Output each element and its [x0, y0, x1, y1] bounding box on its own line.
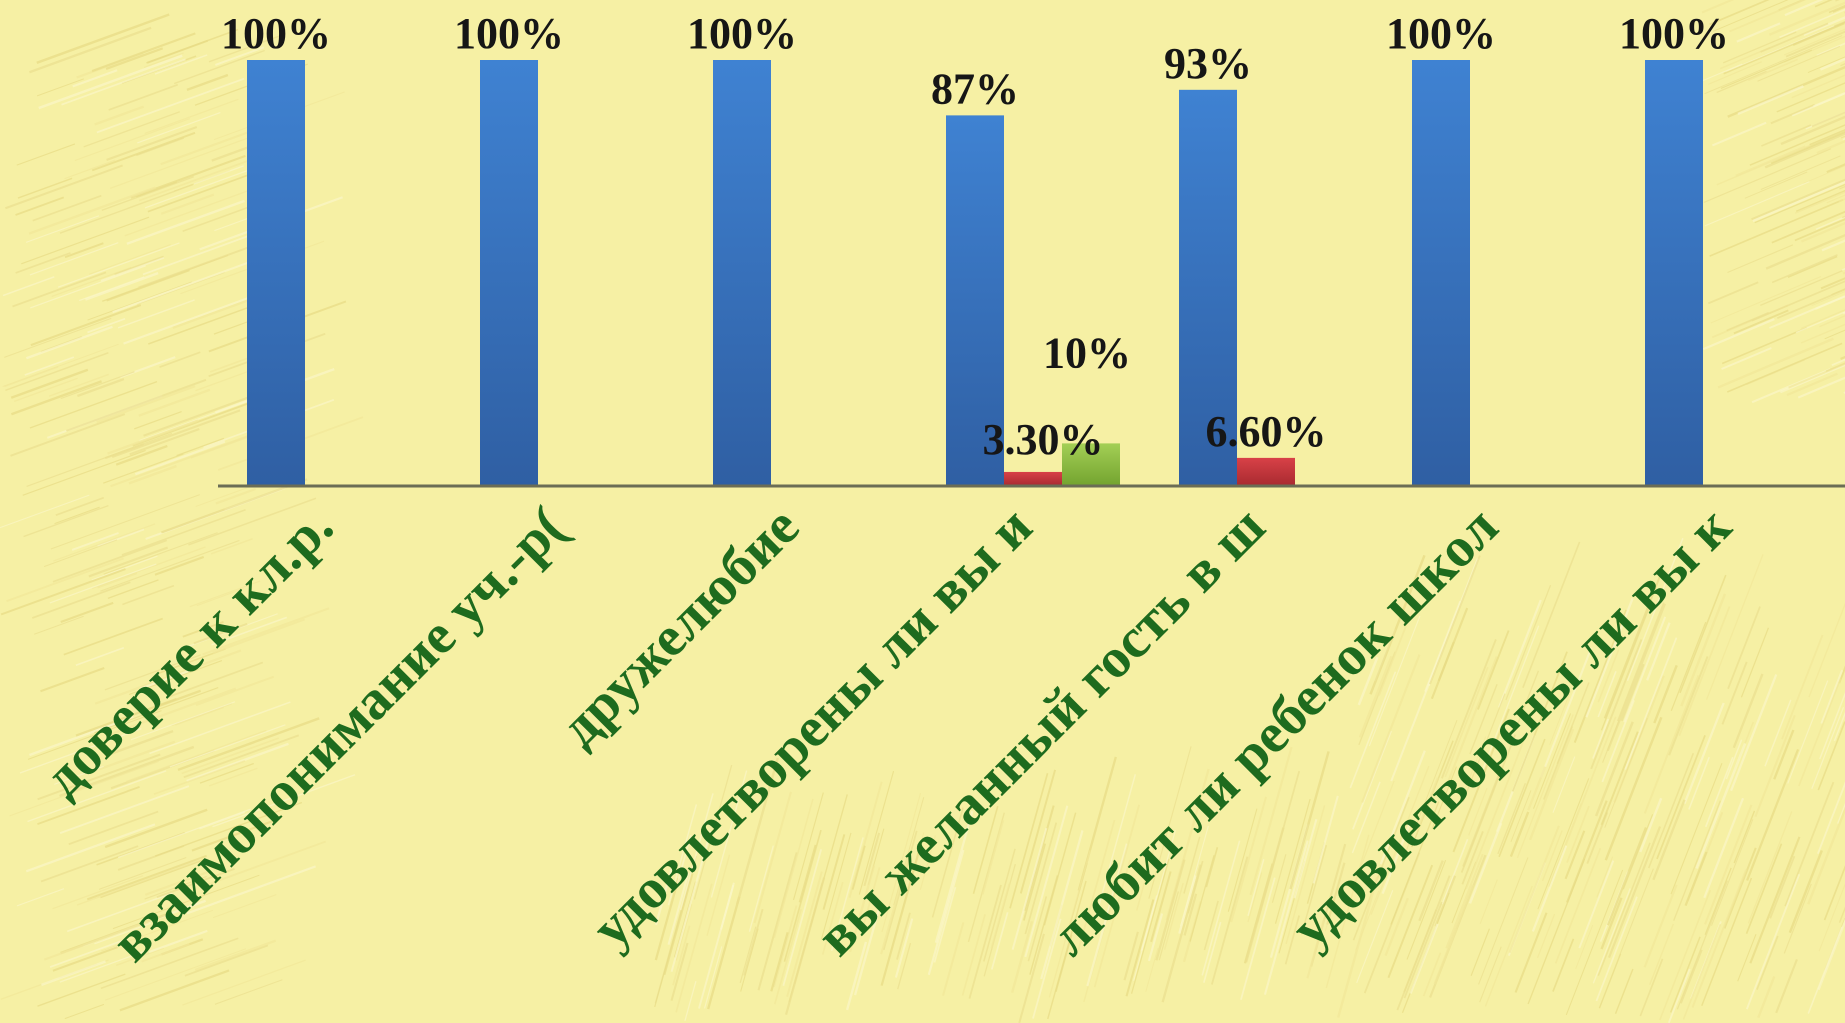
bar-series1-cat6 [1412, 60, 1470, 486]
bar-series3-cat4 [1062, 443, 1120, 486]
category-label-6: любит ли ребенок школ [1038, 495, 1510, 967]
bar-series1-cat7 [1645, 60, 1703, 486]
data-label-series2-cat4: 3.30% [983, 415, 1104, 464]
bar-series1-cat3 [713, 60, 771, 486]
data-label-series1-cat7: 100% [1619, 9, 1729, 58]
bar-series1-cat5 [1179, 89, 1237, 486]
bar-series1-cat1 [247, 60, 305, 486]
data-label-series1-cat5: 93% [1164, 39, 1252, 88]
category-label-7: удовлетворены ли вы к [1279, 495, 1744, 960]
category-label-4: удовлетворены ли вы и [580, 495, 1044, 959]
data-label-series1-cat3: 100% [687, 9, 797, 58]
data-label-series1-cat6: 100% [1386, 9, 1496, 58]
value-labels-layer: 100% 100% 100% 87% 3.30% 10% 93% 6.60% 100% 100% [221, 9, 1729, 464]
bar-series2-cat5 [1237, 457, 1295, 486]
bars-layer [247, 60, 1703, 486]
category-label-3: дружелюбие [548, 495, 811, 758]
bar-series1-cat2 [480, 60, 538, 486]
data-label-series2-cat5: 6.60% [1206, 407, 1327, 456]
bar-series2-cat4 [1004, 471, 1062, 486]
category-label-2: взаимопонимание уч.-р( [100, 495, 578, 973]
category-label-5: вы желанный гость в ш [805, 495, 1277, 967]
data-label-series1-cat1: 100% [221, 9, 331, 58]
data-label-series3-cat4: 10% [1043, 328, 1131, 377]
bar-series1-cat4 [946, 115, 1004, 486]
data-label-series1-cat4: 87% [931, 64, 1019, 113]
data-label-series1-cat2: 100% [454, 9, 564, 58]
category-labels-layer: доверие к кл.р.взаимопонимание уч.-р(дру… [32, 495, 1744, 974]
